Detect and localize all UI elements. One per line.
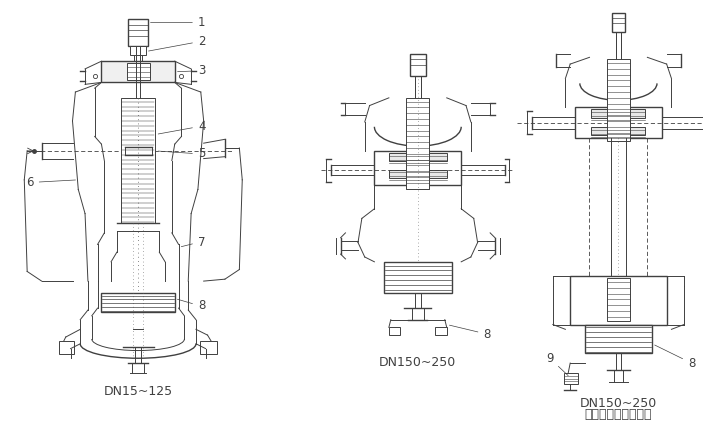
Bar bbox=[591, 110, 645, 118]
Bar bbox=[121, 98, 155, 223]
Bar bbox=[575, 107, 662, 138]
Bar bbox=[128, 19, 147, 46]
Text: DN150~250: DN150~250 bbox=[580, 397, 657, 410]
Text: 3: 3 bbox=[178, 64, 205, 77]
Bar bbox=[102, 61, 175, 82]
Bar bbox=[389, 170, 447, 178]
Text: 1: 1 bbox=[150, 16, 205, 29]
Bar bbox=[127, 63, 150, 80]
Bar bbox=[591, 127, 645, 135]
Bar bbox=[570, 276, 667, 324]
Bar bbox=[389, 327, 400, 335]
Bar bbox=[406, 98, 430, 190]
Text: 2: 2 bbox=[148, 36, 205, 51]
Text: 8: 8 bbox=[450, 325, 490, 341]
Text: 8: 8 bbox=[178, 299, 205, 312]
Bar bbox=[102, 293, 175, 312]
Bar bbox=[59, 341, 74, 354]
Bar bbox=[611, 13, 625, 32]
Text: 9: 9 bbox=[546, 352, 569, 376]
Text: DN150~250: DN150~250 bbox=[379, 356, 456, 369]
Bar bbox=[384, 262, 452, 293]
Bar bbox=[435, 327, 447, 335]
Bar bbox=[607, 278, 630, 321]
Text: 8: 8 bbox=[654, 345, 695, 370]
Bar bbox=[410, 55, 425, 76]
Text: 5: 5 bbox=[158, 147, 205, 160]
Bar bbox=[389, 153, 447, 161]
Text: 4: 4 bbox=[158, 120, 205, 134]
Bar bbox=[374, 151, 461, 185]
Text: （带有阀体加长件）: （带有阀体加长件） bbox=[585, 409, 652, 421]
Text: 6: 6 bbox=[26, 176, 75, 189]
Bar bbox=[585, 324, 652, 354]
Bar bbox=[200, 341, 217, 354]
Bar bbox=[564, 373, 578, 385]
Text: 7: 7 bbox=[181, 236, 205, 249]
Text: DN15~125: DN15~125 bbox=[104, 385, 173, 398]
Bar bbox=[130, 46, 146, 55]
Bar bbox=[607, 59, 630, 141]
